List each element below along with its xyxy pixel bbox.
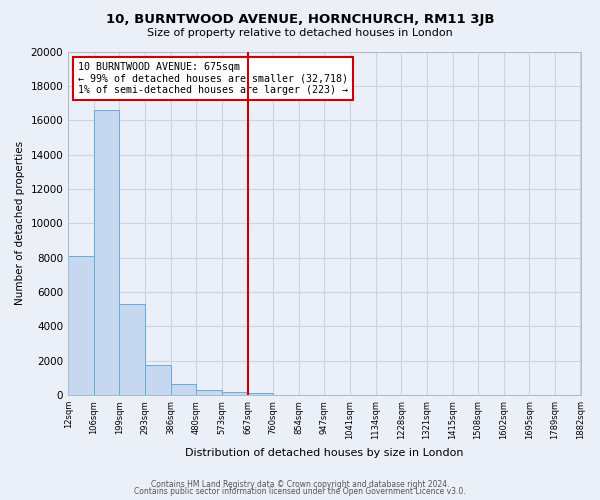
Bar (145, 365, 170, 395)
Text: Contains HM Land Registry data © Crown copyright and database right 2024.: Contains HM Land Registry data © Crown c… (151, 480, 449, 489)
Text: 10 BURNTWOOD AVENUE: 675sqm
← 99% of detached houses are smaller (32,718)
1% of : 10 BURNTWOOD AVENUE: 675sqm ← 99% of det… (79, 62, 349, 95)
Bar (248, 394, 273, 395)
Y-axis label: Number of detached properties: Number of detached properties (15, 142, 25, 306)
Bar (170, 384, 196, 395)
Text: Size of property relative to detached houses in London: Size of property relative to detached ho… (147, 28, 453, 38)
Bar (222, 392, 248, 395)
X-axis label: Distribution of detached houses by size in London: Distribution of detached houses by size … (185, 448, 464, 458)
Bar (68, 256, 94, 395)
Text: 10, BURNTWOOD AVENUE, HORNCHURCH, RM11 3JB: 10, BURNTWOOD AVENUE, HORNCHURCH, RM11 3… (106, 12, 494, 26)
Text: Contains public sector information licensed under the Open Government Licence v3: Contains public sector information licen… (134, 487, 466, 496)
Bar (94, 110, 119, 395)
Bar (119, 304, 145, 395)
Bar (196, 390, 222, 395)
